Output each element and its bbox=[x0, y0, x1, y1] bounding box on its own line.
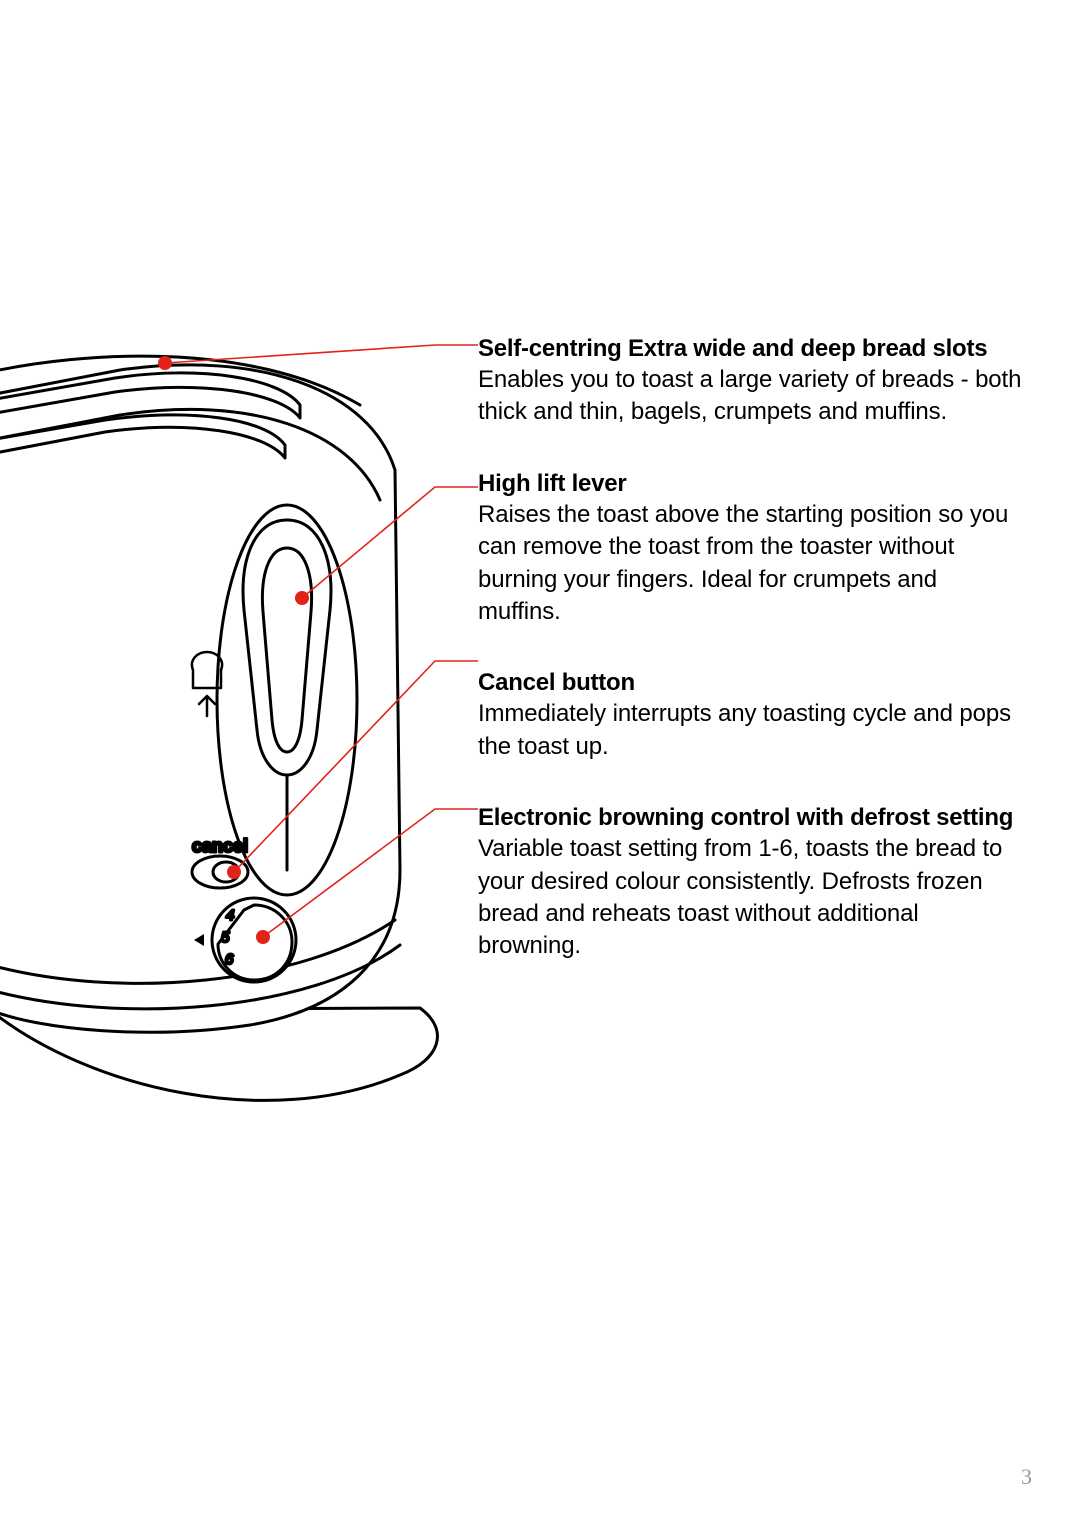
leader-dot-cancel bbox=[227, 865, 241, 879]
page-number: 3 bbox=[1021, 1464, 1032, 1490]
leader-dot-browning bbox=[256, 930, 270, 944]
callout-lever: High lift lever Raises the toast above t… bbox=[478, 469, 1023, 629]
cancel-button-graphic: cancel bbox=[192, 836, 248, 888]
leader-dot-slots bbox=[158, 356, 172, 370]
callout-body: Enables you to toast a large variety of … bbox=[478, 364, 1023, 429]
callout-title: Self-centring Extra wide and deep bread … bbox=[478, 334, 1023, 364]
dial-number: 5 bbox=[221, 929, 230, 946]
callout-title: Electronic browning control with defrost… bbox=[478, 803, 1023, 833]
callout-browning: Electronic browning control with defrost… bbox=[478, 803, 1023, 963]
callout-body: Variable toast setting from 1-6, toasts … bbox=[478, 833, 1023, 963]
dial-number: 4 bbox=[226, 907, 234, 924]
cancel-label-text: cancel bbox=[192, 836, 248, 856]
callout-body: Raises the toast above the starting posi… bbox=[478, 499, 1023, 629]
callout-body: Immediately interrupts any toasting cycl… bbox=[478, 698, 1023, 763]
callout-slots: Self-centring Extra wide and deep bread … bbox=[478, 334, 1023, 429]
callouts-column: Self-centring Extra wide and deep bread … bbox=[478, 334, 1023, 1003]
callout-title: High lift lever bbox=[478, 469, 1023, 499]
callout-title: Cancel button bbox=[478, 668, 1023, 698]
manual-page: cancel 4 5 6 bbox=[0, 0, 1080, 1532]
dial-number: 6 bbox=[225, 951, 234, 968]
callout-cancel: Cancel button Immediately interrupts any… bbox=[478, 668, 1023, 763]
leader-dot-lever bbox=[295, 591, 309, 605]
